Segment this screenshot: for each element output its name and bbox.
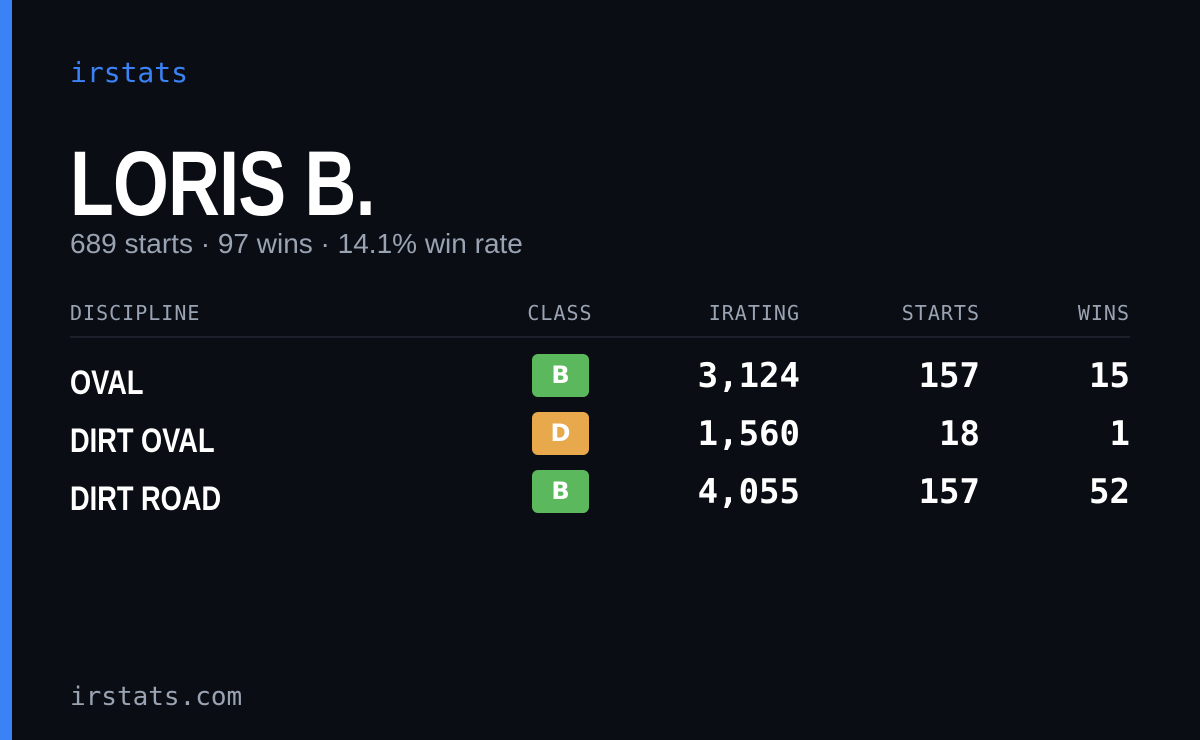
- brand: irstats: [70, 56, 189, 89]
- class-badge: D: [532, 412, 589, 455]
- header-rule: [70, 336, 1130, 338]
- column-header: STARTS: [901, 301, 980, 325]
- wins: 1: [1109, 414, 1130, 454]
- column-header: IRATING: [708, 301, 800, 325]
- discipline: OVAL: [70, 364, 144, 402]
- starts: 157: [918, 356, 980, 396]
- class-badge: B: [532, 354, 589, 397]
- column-header: WINS: [1077, 301, 1130, 325]
- wins: 15: [1089, 356, 1130, 396]
- irating: 4,055: [697, 472, 800, 512]
- discipline: DIRT OVAL: [70, 422, 215, 460]
- footer-site: irstats.com: [70, 682, 243, 712]
- wins: 52: [1089, 472, 1130, 512]
- accent-bar: [0, 0, 12, 740]
- column-header: DISCIPLINE: [70, 301, 201, 325]
- starts: 157: [918, 472, 980, 512]
- starts: 18: [939, 414, 980, 454]
- column-header: CLASS: [527, 301, 593, 325]
- summary: 689 starts · 97 wins · 14.1% win rate: [70, 228, 523, 259]
- irating: 3,124: [697, 356, 800, 396]
- driver-name: LORIS B.: [70, 133, 376, 235]
- discipline: DIRT ROAD: [70, 480, 222, 518]
- class-badge: B: [532, 470, 589, 513]
- irating: 1,560: [697, 414, 800, 454]
